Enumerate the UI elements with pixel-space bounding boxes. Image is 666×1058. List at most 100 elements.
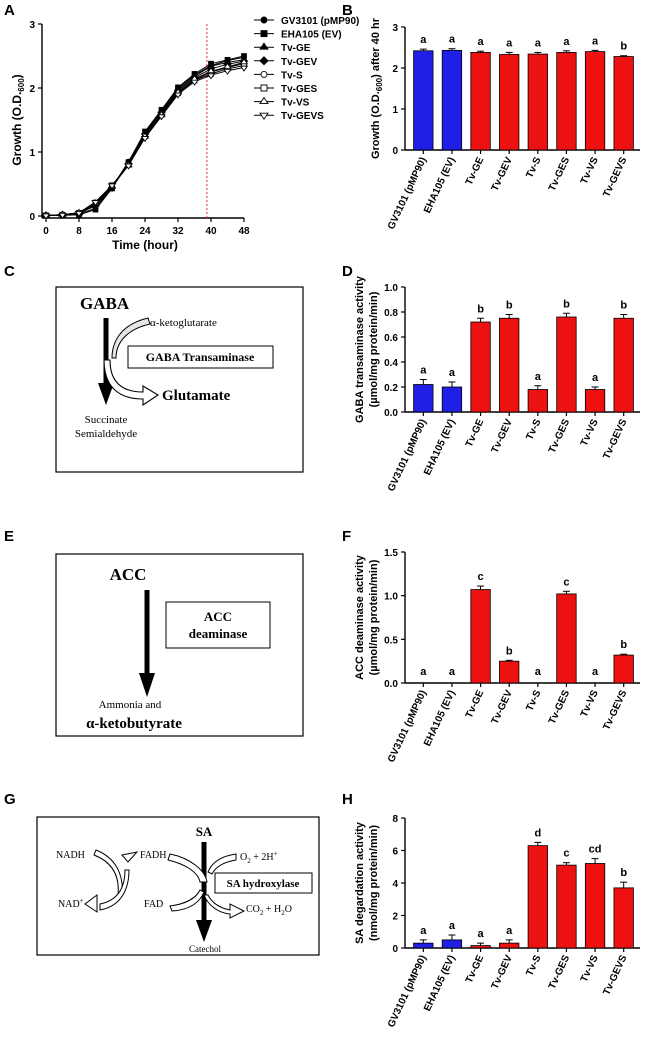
legend-label: Tv-VS <box>281 98 310 109</box>
x-tick-label: Tv-S <box>524 953 543 978</box>
y-tick-label: 0.4 <box>384 358 398 369</box>
sa-pathway-diagram: NADH FADH NAD+ FAD SA O2 + 2H+ SA hydrox… <box>36 816 320 956</box>
panel-letter-h: H <box>342 791 353 808</box>
acc-deaminase-label-2: deaminase <box>189 626 248 641</box>
legend-marker <box>260 30 268 38</box>
significance-letter: a <box>478 36 485 48</box>
x-tick-label: Tv-GEV <box>490 688 515 726</box>
significance-letter: b <box>620 41 627 53</box>
x-tick-label: Tv-GE <box>464 417 487 449</box>
fad-label: FAD <box>144 899 163 910</box>
y-tick-label: 0.6 <box>384 333 398 344</box>
y-axis-title-line2: (µmol/mg protein/min) <box>368 559 380 675</box>
legend-marker <box>259 42 269 50</box>
bar <box>470 945 491 949</box>
gaba-transaminase-label: GABA Transaminase <box>146 350 255 364</box>
significance-letter: a <box>420 365 427 377</box>
significance-letter: a <box>592 35 599 47</box>
bar <box>470 52 491 151</box>
legend-label: GV3101 (pMP90) <box>281 16 359 27</box>
glutamate-curved-arrow-icon <box>103 359 160 407</box>
x-tick-label: GV3101 (pMP90) <box>386 156 429 232</box>
bar <box>441 939 463 949</box>
y-axis-title-line1: ACC deaminase activity <box>354 554 366 680</box>
sa-degradation-chart: 0 2 4 6 8 a GV3101 (pMP90) a EHA105 (EV) a Tv-GE a T… <box>354 814 640 1029</box>
sa-arrow-head <box>196 920 212 942</box>
data-point <box>223 68 232 75</box>
bar <box>470 321 491 413</box>
y-tick-label: 1 <box>392 105 398 116</box>
x-tick-label: Tv-VS <box>579 688 601 719</box>
gaba-pathway-diagram: GABA α-ketoglutarate GABA Transaminase G… <box>55 286 304 473</box>
growth-bar-chart: 0 1 2 3 a GV3101 (pMP90) a EHA105 (EV) a Tv-GE a Tv… <box>370 17 640 231</box>
x-tick-label: Tv-VS <box>579 155 601 186</box>
panel-letter-e: E <box>4 528 14 545</box>
x-tick-label: 40 <box>205 226 217 237</box>
significance-letter: c <box>563 848 569 860</box>
diagram-c-frame <box>55 286 304 473</box>
fadh-arrowhead-icon <box>121 851 139 863</box>
bar <box>499 942 520 949</box>
x-tick-label: 24 <box>139 226 151 237</box>
significance-letter: a <box>449 367 456 379</box>
bar <box>470 589 491 684</box>
significance-letter: b <box>477 303 484 315</box>
acc-arrow-head <box>139 673 155 697</box>
series-group <box>41 65 249 220</box>
y-axis-title-line1: GABA transaminase activity <box>354 275 366 423</box>
significance-letter: a <box>449 666 456 678</box>
x-tick-label: 0 <box>43 226 49 237</box>
ammonia-label: Ammonia and <box>99 699 162 711</box>
y-tick-label: 3 <box>392 23 398 34</box>
semialdehyde-label: Semialdehyde <box>75 428 137 440</box>
data-point <box>124 163 133 170</box>
y-tick-label: 1.0 <box>384 283 398 294</box>
x-tick-label: Tv-GE <box>464 155 487 187</box>
x-tick-label: Tv-S <box>524 155 543 180</box>
panel-letter-a: A <box>4 2 15 19</box>
data-point <box>91 200 100 207</box>
data-point <box>173 92 183 99</box>
y-tick-label: 1.5 <box>384 548 398 559</box>
y-tick-label: 0 <box>29 212 35 223</box>
fad-curve-in-arrow-icon <box>167 853 208 883</box>
significance-letter: a <box>420 34 427 46</box>
significance-letter: a <box>563 36 570 48</box>
panel-letter-d: D <box>342 263 353 280</box>
y-tick-label: 0.5 <box>384 635 398 646</box>
y-axis-title-line1: SA degardation activity <box>354 821 366 944</box>
bar <box>613 56 634 151</box>
sa-label: SA <box>196 824 213 839</box>
data-point <box>190 79 199 86</box>
diagram-g-frame <box>36 816 320 956</box>
bar <box>441 386 463 413</box>
bar <box>499 54 520 151</box>
x-tick-label: Tv-GEVS <box>601 417 629 461</box>
significance-letter: cd <box>589 844 602 856</box>
x-tick-label: EHA105 (EV) <box>422 156 458 216</box>
significance-letter: a <box>420 925 427 937</box>
data-point <box>58 212 67 219</box>
bar <box>556 52 577 151</box>
acc-deaminase-box <box>165 601 271 649</box>
y-axis-title: Growth (O.D.600) <box>10 74 26 165</box>
bar <box>413 50 434 151</box>
bar <box>527 845 548 949</box>
significance-letter: d <box>534 827 541 839</box>
x-tick-label: Tv-S <box>524 688 543 713</box>
significance-letter: a <box>535 371 542 383</box>
data-point <box>239 65 249 72</box>
y-tick-label: 1 <box>29 148 35 159</box>
y-tick-label: 0 <box>392 944 398 955</box>
acc-pathway-diagram: ACC ACC deaminase Ammonia and α-ketobuty… <box>55 553 304 737</box>
bar <box>499 317 520 413</box>
y-axis-title: Growth (O.D.600) after 40 hr <box>370 17 384 159</box>
significance-letter: a <box>449 34 456 46</box>
y-tick-label: 0.0 <box>384 679 398 690</box>
data-point <box>239 58 249 65</box>
bar <box>556 864 577 949</box>
x-tick-label: Tv-GEV <box>490 417 515 455</box>
co2-curve-out-arrow-icon <box>203 894 246 919</box>
y-tick-label: 0.2 <box>384 383 398 394</box>
